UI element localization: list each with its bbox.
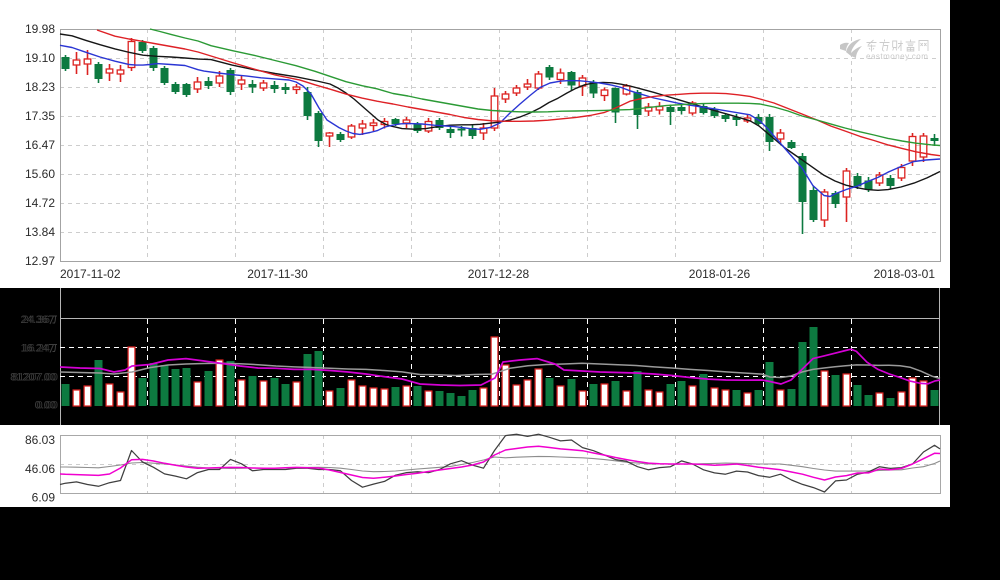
svg-text:0.00: 0.00 xyxy=(35,400,56,412)
svg-text:2017-11-02: 2017-11-02 xyxy=(60,267,121,281)
svg-text:24.36: 24.36 xyxy=(20,314,48,326)
svg-text:16.24: 16.24 xyxy=(20,343,48,355)
svg-text:24.36: 24.36 xyxy=(22,314,50,326)
svg-text:0.00: 0.00 xyxy=(37,400,58,412)
svg-text:6.09: 6.09 xyxy=(32,491,56,505)
svg-text:81207.00: 81207.00 xyxy=(10,372,56,384)
svg-text:2018-01-26: 2018-01-26 xyxy=(689,267,751,281)
svg-text:2017-12-28: 2017-12-28 xyxy=(468,267,530,281)
svg-text:12.97: 12.97 xyxy=(25,254,55,268)
svg-text:15.60: 15.60 xyxy=(25,167,55,181)
svg-text:86.03: 86.03 xyxy=(25,433,55,447)
svg-text:19.98: 19.98 xyxy=(25,22,55,36)
svg-text:2018-03-01: 2018-03-01 xyxy=(874,267,936,281)
svg-text:eastmoney.com: eastmoney.com xyxy=(866,52,928,61)
svg-text:16.47: 16.47 xyxy=(25,138,55,152)
svg-text:16.24: 16.24 xyxy=(22,343,50,355)
svg-text:18.23: 18.23 xyxy=(25,80,55,94)
svg-text:19.10: 19.10 xyxy=(25,51,55,65)
svg-text:13.84: 13.84 xyxy=(25,225,55,239)
svg-text:81207.00: 81207.00 xyxy=(12,372,58,384)
svg-text:2017-11-30: 2017-11-30 xyxy=(247,267,308,281)
svg-text:46.06: 46.06 xyxy=(25,462,55,476)
svg-text:17.35: 17.35 xyxy=(25,109,55,123)
svg-text:14.72: 14.72 xyxy=(25,196,55,210)
